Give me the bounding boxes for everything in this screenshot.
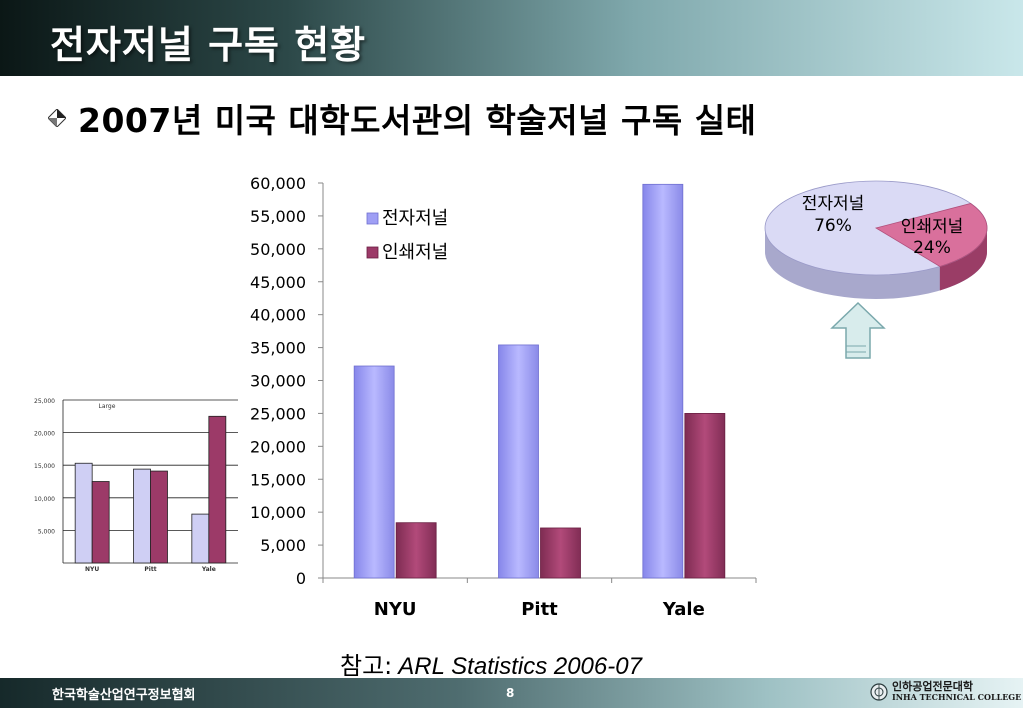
pie-label-print: 인쇄저널 xyxy=(901,217,964,237)
y-tick-label: 20,000 xyxy=(250,437,306,456)
pie-label-electronic: 전자저널 xyxy=(802,194,865,214)
y-tick-label: 0 xyxy=(296,569,306,588)
legend-swatch-print xyxy=(366,246,379,259)
college-emblem-icon xyxy=(870,683,888,701)
pie-side-print xyxy=(939,228,987,291)
page-number: 8 xyxy=(506,686,515,700)
bar-yale-print xyxy=(684,413,726,579)
y-tick-label: 35,000 xyxy=(250,339,306,358)
inset-y-tick-label: 20,000 xyxy=(34,431,55,438)
y-tick-label: 10,000 xyxy=(250,503,306,522)
y-tick-label: 60,000 xyxy=(250,174,306,193)
y-tick-label: 50,000 xyxy=(250,240,306,259)
inset-bar-chart: 5,000 10,000 15,000 20,000 25,000 Large NYU Pit… xyxy=(0,395,240,573)
bar-yale-electronic xyxy=(642,183,684,579)
inset-bar-pitt-b xyxy=(150,470,168,564)
inset-y-tick-label: 25,000 xyxy=(34,398,55,405)
inset-y-tick-label: 15,000 xyxy=(34,463,55,470)
note-label: 참고: xyxy=(340,652,393,680)
pie-value-print: 24% xyxy=(913,238,951,258)
note-source: ARL Statistics 2006-07 xyxy=(398,653,642,680)
inset-chart-title: Large xyxy=(99,403,116,410)
bar-pitt-electronic xyxy=(498,344,539,579)
inset-y-tick-label: 5,000 xyxy=(38,528,55,535)
source-note: 참고: ARL Statistics 2006-07 xyxy=(340,646,642,681)
inset-x-label: Yale xyxy=(201,566,216,573)
y-tick-label: 45,000 xyxy=(250,273,306,292)
y-tick-label: 30,000 xyxy=(250,372,306,391)
bar-pitt-print xyxy=(540,527,581,579)
y-tick-label: 55,000 xyxy=(250,207,306,226)
inset-bar-yale-b xyxy=(208,415,227,564)
x-category-label: Yale xyxy=(662,599,705,620)
slide-subtitle: 2007년 미국 대학도서관의 학술저널 구독 실태 xyxy=(78,101,757,140)
inset-x-label: Pitt xyxy=(144,566,156,573)
legend-label-electronic: 전자저널 xyxy=(382,208,448,229)
inset-x-label: NYU xyxy=(85,566,99,573)
legend-label-print: 인쇄저널 xyxy=(382,242,448,263)
logo-english-name: INHA TECHNICAL COLLEGE xyxy=(892,692,1022,702)
subtitle-row: 2007년 미국 대학도서관의 학술저널 구독 실태 xyxy=(48,96,756,140)
inset-bar-nyu-b xyxy=(91,481,110,564)
title-bar: 전자저널 구독 현황 xyxy=(0,0,1023,76)
y-tick-label: 40,000 xyxy=(250,306,306,325)
footer-organization: 한국학술산업연구정보협회 xyxy=(52,688,196,703)
inset-bar-nyu-a xyxy=(74,462,93,564)
footer-bar: 한국학술산업연구정보협회 8 인하공업전문대학 INHA TECHNICAL C… xyxy=(0,678,1023,708)
inset-bar-pitt-a xyxy=(133,468,151,564)
inset-bar-yale-a xyxy=(191,513,210,564)
y-tick-label: 25,000 xyxy=(250,404,306,423)
x-category-label: NYU xyxy=(374,599,417,620)
up-arrow-icon xyxy=(830,301,886,359)
pie-slice-print xyxy=(874,203,988,267)
legend-swatch-electronic xyxy=(366,212,379,225)
logo-korean-name: 인하공업전문대학 xyxy=(892,680,973,693)
pie-side-electronic xyxy=(765,228,987,299)
pie-value-electronic: 76% xyxy=(814,216,852,236)
y-tick-label: 15,000 xyxy=(250,470,306,489)
diamond-bullet-icon xyxy=(48,109,66,127)
college-logo: 인하공업전문대학 INHA TECHNICAL COLLEGE xyxy=(870,680,1022,702)
slide-title: 전자저널 구독 현황 xyxy=(50,23,367,67)
bar-nyu-print xyxy=(395,522,437,579)
bar-nyu-electronic xyxy=(353,365,395,579)
y-tick-label: 5,000 xyxy=(260,536,306,555)
x-category-label: Pitt xyxy=(521,599,558,620)
inset-y-tick-label: 10,000 xyxy=(34,496,55,503)
